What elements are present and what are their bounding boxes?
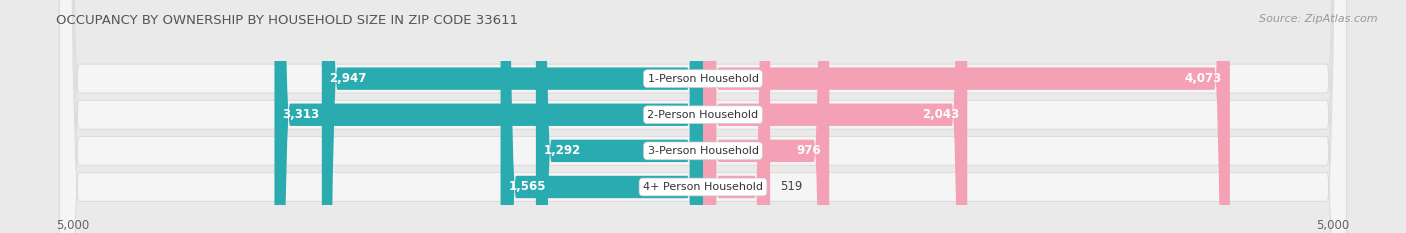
FancyBboxPatch shape: [274, 0, 703, 233]
Text: 1-Person Household: 1-Person Household: [648, 74, 758, 84]
FancyBboxPatch shape: [536, 0, 703, 233]
FancyBboxPatch shape: [703, 0, 770, 233]
FancyBboxPatch shape: [703, 0, 1230, 233]
Text: 1,292: 1,292: [544, 144, 581, 157]
Text: 2,947: 2,947: [329, 72, 367, 85]
FancyBboxPatch shape: [59, 0, 1347, 233]
Text: 3-Person Household: 3-Person Household: [648, 146, 758, 156]
FancyBboxPatch shape: [59, 0, 1347, 233]
FancyBboxPatch shape: [59, 0, 1347, 233]
Text: Source: ZipAtlas.com: Source: ZipAtlas.com: [1260, 14, 1378, 24]
FancyBboxPatch shape: [501, 0, 703, 233]
Text: 2-Person Household: 2-Person Household: [647, 110, 759, 120]
Text: 5,000: 5,000: [56, 219, 90, 232]
FancyBboxPatch shape: [322, 0, 703, 233]
Text: 5,000: 5,000: [1316, 219, 1350, 232]
Text: 519: 519: [780, 181, 803, 193]
Text: 2,043: 2,043: [922, 108, 959, 121]
Text: 976: 976: [797, 144, 821, 157]
Text: 4+ Person Household: 4+ Person Household: [643, 182, 763, 192]
FancyBboxPatch shape: [59, 0, 1347, 233]
Text: OCCUPANCY BY OWNERSHIP BY HOUSEHOLD SIZE IN ZIP CODE 33611: OCCUPANCY BY OWNERSHIP BY HOUSEHOLD SIZE…: [56, 14, 519, 27]
FancyBboxPatch shape: [703, 0, 830, 233]
FancyBboxPatch shape: [703, 0, 967, 233]
Text: 3,313: 3,313: [283, 108, 319, 121]
Text: 4,073: 4,073: [1185, 72, 1222, 85]
Text: 1,565: 1,565: [509, 181, 546, 193]
